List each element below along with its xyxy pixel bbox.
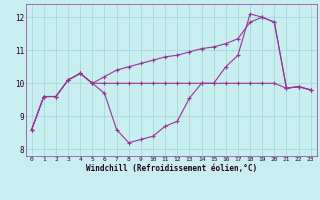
X-axis label: Windchill (Refroidissement éolien,°C): Windchill (Refroidissement éolien,°C) bbox=[86, 164, 257, 173]
